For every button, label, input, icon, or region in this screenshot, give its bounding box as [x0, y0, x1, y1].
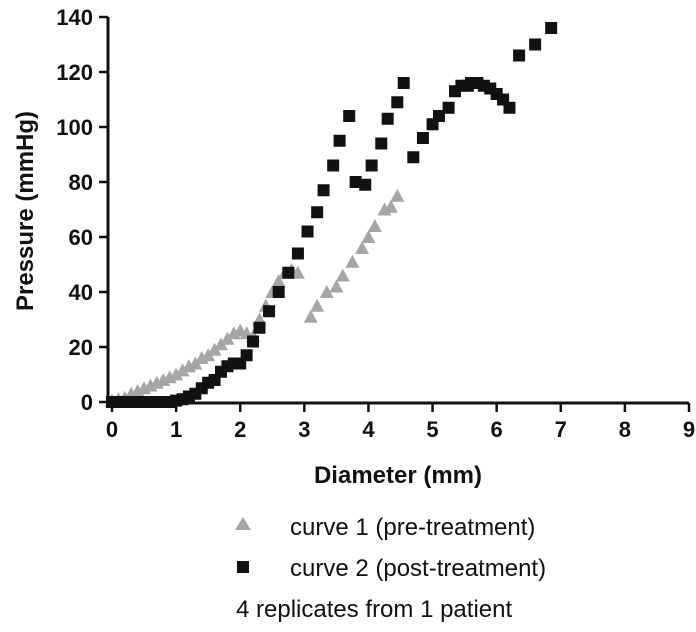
- data-point-square: [442, 101, 455, 114]
- x-tick-label: 3: [298, 417, 310, 442]
- y-tick-label: 40: [69, 280, 93, 305]
- y-tick-label: 80: [69, 170, 93, 195]
- data-point-square: [375, 137, 388, 150]
- y-tick-label: 100: [56, 115, 93, 140]
- series-1-points: [105, 188, 405, 407]
- data-point-square: [397, 77, 410, 89]
- x-tick-label: 9: [683, 417, 695, 442]
- data-point-square: [291, 247, 304, 260]
- data-point-triangle: [290, 265, 305, 279]
- y-ticks: 0 20 40 60 80 100 120 140: [56, 5, 108, 415]
- y-tick-label: 140: [56, 5, 93, 30]
- data-point-square: [407, 151, 420, 164]
- data-point-triangle: [345, 254, 360, 268]
- data-point-square: [301, 225, 314, 238]
- data-point-triangle: [169, 367, 184, 381]
- data-point-square: [381, 112, 394, 125]
- data-point-triangle: [355, 241, 370, 254]
- data-point-triangle: [271, 274, 286, 287]
- data-point-triangle: [303, 309, 318, 323]
- data-point-square: [240, 349, 253, 362]
- y-tick-label: 60: [69, 225, 93, 250]
- data-point-triangle: [175, 363, 190, 377]
- data-points: [105, 22, 558, 408]
- data-point-square: [391, 96, 404, 109]
- data-point-triangle: [310, 298, 325, 312]
- data-point-triangle: [319, 285, 334, 298]
- data-point-triangle: [367, 219, 382, 232]
- legend-square-marker: [237, 561, 249, 573]
- data-point-square: [416, 132, 429, 144]
- data-point-square: [263, 305, 276, 318]
- data-point-triangle: [361, 230, 376, 243]
- legend-label-curve-1: curve 1 (pre-treatment): [290, 514, 535, 541]
- x-tick-label: 1: [170, 417, 182, 442]
- x-tick-label: 4: [362, 417, 375, 442]
- legend-item-curve-2: curve 2 (post-treatment): [237, 555, 546, 582]
- y-tick-label: 0: [81, 390, 93, 415]
- data-point-triangle: [390, 188, 405, 202]
- x-tick-label: 7: [555, 417, 567, 442]
- data-point-square: [432, 110, 445, 122]
- data-point-square: [272, 286, 285, 298]
- legend-label-curve-2: curve 2 (post-treatment): [290, 555, 546, 582]
- y-axis-title: Pressure (mmHg): [12, 111, 39, 311]
- data-point-square: [529, 38, 542, 51]
- data-point-square: [503, 101, 516, 114]
- x-tick-label: 6: [491, 417, 503, 442]
- data-point-square: [349, 176, 362, 188]
- data-point-square: [317, 184, 330, 197]
- axes: 0 1 2 3 4 5 6 7 8 9 0 20 40 60 80 100 120 140: [56, 5, 695, 442]
- series-2-points: [106, 22, 558, 408]
- legend-item-curve-1: curve 1 (pre-treatment): [235, 514, 535, 541]
- data-point-triangle: [335, 268, 350, 282]
- data-point-square: [333, 134, 346, 147]
- data-point-square: [545, 22, 558, 34]
- x-tick-label: 2: [234, 417, 246, 442]
- data-point-triangle: [329, 279, 344, 293]
- data-point-square: [327, 159, 340, 172]
- data-point-square: [247, 335, 260, 348]
- y-tick-label: 20: [69, 335, 93, 360]
- data-point-square: [282, 266, 295, 279]
- legend: curve 1 (pre-treatment) curve 2 (post-tr…: [235, 514, 546, 623]
- x-ticks: 0 1 2 3 4 5 6 7 8 9: [106, 403, 695, 442]
- data-point-square: [359, 178, 372, 191]
- data-point-square: [343, 110, 356, 122]
- x-tick-label: 5: [426, 417, 438, 442]
- x-tick-label: 8: [619, 417, 631, 442]
- legend-triangle-marker: [235, 517, 251, 530]
- data-point-triangle: [383, 199, 398, 213]
- replicates-note: 4 replicates from 1 patient: [236, 596, 512, 623]
- y-tick-label: 120: [56, 60, 93, 85]
- data-point-square: [253, 321, 266, 334]
- x-tick-label: 0: [106, 417, 118, 442]
- data-point-square: [311, 206, 324, 219]
- x-axis-title: Diameter (mm): [314, 462, 482, 489]
- data-point-square: [365, 159, 378, 172]
- data-point-square: [513, 49, 526, 62]
